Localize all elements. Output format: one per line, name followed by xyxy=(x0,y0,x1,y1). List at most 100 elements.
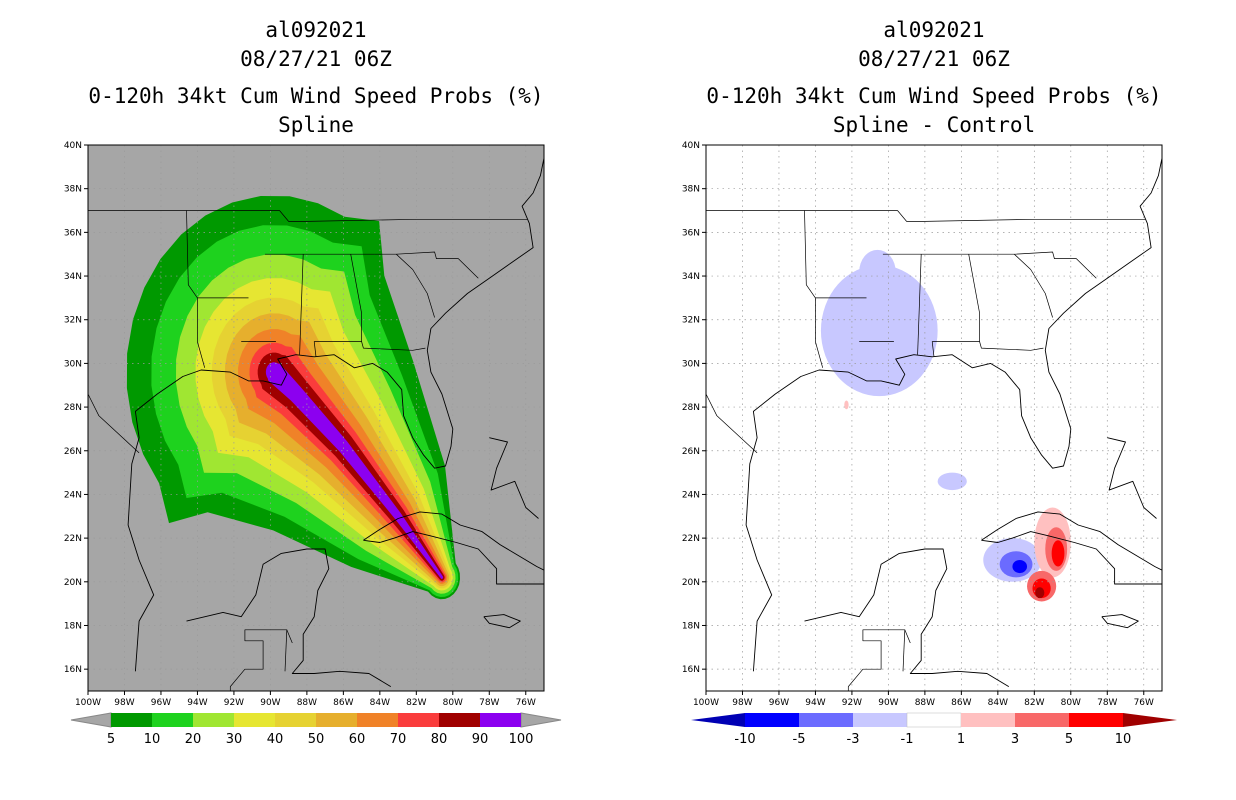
colorbar-box xyxy=(357,713,398,727)
colorbar-label: 60 xyxy=(349,732,366,747)
colorbar-box xyxy=(480,713,521,727)
map-outlines xyxy=(88,145,544,691)
storm-id: al092021 xyxy=(883,18,985,42)
x-tick-label: 92W xyxy=(842,698,862,708)
map-panel-2: 16N 18N 20N 22N 24N 26N 28N 30N 32N 34N 36N 38N 40N 1… xyxy=(682,141,1163,708)
colorbar-box xyxy=(275,713,316,727)
state-border xyxy=(88,393,140,454)
colorbar-box xyxy=(906,712,962,728)
state-border xyxy=(374,251,479,279)
coastline xyxy=(745,145,1162,672)
colorbar-box xyxy=(1069,713,1123,727)
colorbar-box xyxy=(111,713,152,727)
x-tick-label: 82W xyxy=(1024,698,1044,708)
left-panel-title: al092021 08/27/21 06Z 0-120h 34kt Cum Wi… xyxy=(88,16,544,140)
colorbar-label: 10 xyxy=(144,732,161,747)
datetime: 08/27/21 06Z xyxy=(240,47,392,71)
chart-subtitle: Spline xyxy=(278,113,354,137)
chart-title: 0-120h 34kt Cum Wind Speed Probs (%) xyxy=(88,84,544,108)
colorbar-box xyxy=(193,713,234,727)
storm-id: al092021 xyxy=(265,18,367,42)
negative-spot-arkansas xyxy=(859,249,896,294)
colorbar-box xyxy=(961,713,1015,727)
colorbar-box xyxy=(152,713,193,727)
x-tick-label: 98W xyxy=(114,698,134,708)
cuba-outline xyxy=(363,511,544,585)
negative-spot-gulf xyxy=(937,472,967,491)
y-tick-label: 40N xyxy=(64,141,82,151)
x-tick-label: 88W xyxy=(915,698,935,708)
colorbar-label: 70 xyxy=(390,732,407,747)
map-outlines xyxy=(706,145,1162,691)
x-tick-label: 90W xyxy=(878,698,898,708)
y-tick-label: 22N xyxy=(682,534,700,544)
positive-cuba-north-core xyxy=(1051,540,1065,567)
x-tick-label: 96W xyxy=(151,698,171,708)
plot-area xyxy=(706,145,1162,691)
coastline-yucatan xyxy=(186,548,392,687)
y-tick-label: 36N xyxy=(64,228,82,238)
y-tick-label: 34N xyxy=(682,272,700,282)
colorbar-label: -10 xyxy=(734,732,755,747)
colorbar-label: 30 xyxy=(226,732,243,747)
state-border xyxy=(902,629,906,672)
colorbar-label: -1 xyxy=(901,732,914,747)
coastline-yucatan xyxy=(804,548,1010,687)
chart-title: 0-120h 34kt Cum Wind Speed Probs (%) xyxy=(706,84,1162,108)
x-tick-label: 98W xyxy=(732,698,752,708)
y-tick-label: 28N xyxy=(64,403,82,413)
y-tick-label: 32N xyxy=(682,316,700,326)
y-tick-label: 28N xyxy=(682,403,700,413)
colorbar-label: 20 xyxy=(185,732,202,747)
y-tick-label: 22N xyxy=(64,534,82,544)
colorbar-box xyxy=(234,713,275,727)
y-tick-label: 20N xyxy=(682,578,700,588)
y-tick-label: 30N xyxy=(682,359,700,369)
x-tick-label: 84W xyxy=(988,698,1008,708)
colorbar-label: -3 xyxy=(847,732,860,747)
state-border xyxy=(279,210,528,222)
y-tick-label: 30N xyxy=(64,359,82,369)
x-tick-label: 90W xyxy=(260,698,280,708)
colorbar-2: -10 -5 -3 -1 1 3 5 10 xyxy=(691,712,1177,747)
x-tick-label: 76W xyxy=(516,698,536,708)
colorbar-label: 80 xyxy=(431,732,448,747)
colorbar-label: 5 xyxy=(107,732,115,747)
colorbar-label: 10 xyxy=(1115,732,1132,747)
jamaica-outline xyxy=(1101,614,1139,629)
x-tick-label: 94W xyxy=(187,698,207,708)
x-tick-label: 96W xyxy=(769,698,789,708)
gridlines xyxy=(706,145,1162,691)
colorbar-box xyxy=(745,713,799,727)
colorbar-box xyxy=(398,713,439,727)
y-tick-label: 24N xyxy=(64,490,82,500)
x-tick-label: 76W xyxy=(1134,698,1154,708)
colorbar-over-triangle xyxy=(1123,713,1177,727)
map-frame xyxy=(705,144,1163,692)
positive-south-core xyxy=(1035,587,1045,599)
x-tick-label: 86W xyxy=(333,698,353,708)
colorbar-under-triangle xyxy=(691,713,745,727)
colorbar-box xyxy=(439,713,480,727)
y-tick-label: 38N xyxy=(682,185,700,195)
y-tick-label: 26N xyxy=(64,447,82,457)
state-border xyxy=(1014,253,1053,318)
state-border xyxy=(979,341,1044,351)
y-tick-label: 18N xyxy=(682,621,700,631)
y-tick-label: 24N xyxy=(682,490,700,500)
colorbar-box xyxy=(316,713,357,727)
y-tick-label: 20N xyxy=(64,578,82,588)
y-tick-label: 40N xyxy=(682,141,700,151)
datetime: 08/27/21 06Z xyxy=(858,47,1010,71)
colorbar-box xyxy=(853,713,907,727)
bahamas-outline xyxy=(489,437,539,519)
prob-contour-90 xyxy=(265,362,444,579)
colorbar-label: 100 xyxy=(509,732,534,747)
x-tick-label: 80W xyxy=(1061,698,1081,708)
x-tick-label: 86W xyxy=(951,698,971,708)
map-panel-1: 16N 18N 20N 22N 24N 26N 28N 30N 32N 34N 36N 38N 40N 1… xyxy=(64,141,545,708)
state-border xyxy=(396,253,435,318)
colorbar-label: -5 xyxy=(793,732,806,747)
right-panel-title: al092021 08/27/21 06Z 0-120h 34kt Cum Wi… xyxy=(706,16,1162,140)
